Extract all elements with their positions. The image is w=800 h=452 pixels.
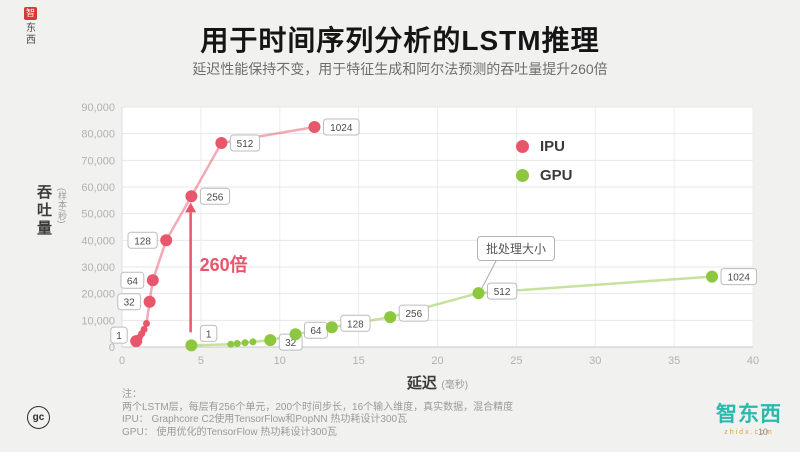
x-tick-label: 25 — [510, 355, 522, 367]
x-tick-label: 10 — [274, 355, 286, 367]
ipu-dot-icon — [516, 139, 529, 153]
point-ipu-256 — [185, 190, 198, 203]
point-label-ipu-128: 128 — [134, 236, 151, 247]
point-gpu — [227, 340, 235, 348]
point-gpu-1 — [185, 339, 198, 352]
y-tick-label: 70,000 — [81, 155, 115, 167]
point-label-ipu-256: 256 — [207, 192, 224, 203]
callout-leader-line — [481, 258, 498, 289]
point-gpu — [233, 340, 241, 347]
point-label-box-ipu-256 — [199, 187, 231, 205]
point-ipu-32 — [143, 295, 156, 308]
point-gpu-1024 — [706, 270, 718, 283]
y-tick-label: 30,000 — [81, 262, 115, 274]
x-axis-label: 延迟 — [406, 375, 437, 392]
point-label-ipu-1024: 1024 — [330, 123, 353, 134]
point-label-box-ipu-128 — [127, 231, 158, 249]
page-number: 10 — [757, 427, 768, 437]
legend-item-ipu: IPU — [516, 136, 573, 156]
point-ipu-512 — [215, 137, 228, 149]
zhidx-logo-subtext: zhidx.com — [724, 429, 774, 436]
point-label-gpu-32: 32 — [285, 338, 297, 349]
footnote-line: IPU： Graphcore C2使用TensorFlow和PopNN 热功耗设… — [122, 414, 408, 425]
point-gpu-256 — [384, 311, 397, 324]
footnote-line: GPU： 使用优化的TensorFlow 热功耗设计300瓦 — [122, 426, 338, 438]
footnote-heading: 注： — [122, 389, 142, 400]
point-label-box-ipu-1 — [110, 326, 128, 344]
point-label-gpu-1024: 1024 — [728, 273, 751, 284]
speedup-arrowhead — [185, 202, 197, 213]
top-left-watermark: 智 东 西 — [24, 7, 38, 47]
point-label-box-gpu-1024 — [720, 268, 758, 286]
point-label-box-gpu-1 — [199, 324, 218, 342]
x-tick-label: 0 — [119, 355, 125, 367]
x-tick-label: 35 — [668, 355, 680, 367]
gpu-dot-icon — [516, 168, 529, 182]
speedup-label: 260倍 — [200, 254, 248, 275]
x-tick-label: 20 — [431, 355, 443, 367]
point-label-gpu-512: 512 — [494, 287, 511, 298]
x-tick-label: 15 — [353, 355, 365, 367]
point-ipu-64 — [146, 274, 159, 287]
point-label-box-gpu-256 — [398, 304, 429, 322]
point-gpu — [249, 338, 257, 346]
zhidx-logo: 智东西 zhidx.com — [716, 398, 782, 436]
x-axis-title: 延迟 (毫秒) — [122, 372, 753, 393]
y-tick-label: 60,000 — [81, 182, 115, 194]
x-tick-label: 40 — [747, 355, 759, 367]
point-ipu — [140, 325, 148, 333]
point-label-ipu-1: 1 — [116, 331, 122, 342]
y-axis-unit: (样本/秒) — [57, 188, 67, 224]
y-tick-label: 90,000 — [81, 102, 115, 114]
y-tick-label: 50,000 — [81, 209, 115, 221]
point-label-ipu-64: 64 — [127, 276, 139, 287]
point-gpu-32 — [264, 334, 277, 347]
y-axis-label: 吞吐量 — [35, 184, 52, 238]
y-tick-label: 0 — [109, 342, 115, 354]
point-label-box-ipu-1024 — [323, 118, 360, 136]
point-label-box-ipu-64 — [120, 271, 145, 289]
point-gpu-128 — [325, 321, 338, 334]
x-tick-label: 5 — [198, 355, 204, 367]
watermark-char: 东 — [26, 23, 36, 34]
watermark-zhi-badge: 智 — [24, 7, 37, 20]
y-tick-label: 40,000 — [81, 235, 115, 247]
point-ipu-128 — [160, 234, 173, 247]
y-tick-label: 20,000 — [81, 289, 115, 301]
point-label-box-ipu-512 — [229, 134, 261, 152]
y-axis-title: 吞吐量 (样本/秒) — [33, 184, 69, 238]
point-label-gpu-64: 64 — [310, 326, 322, 337]
point-gpu-512 — [472, 287, 485, 300]
point-label-gpu-256: 256 — [405, 309, 422, 320]
point-label-ipu-32: 32 — [124, 298, 136, 309]
chart-legend: IPU GPU — [516, 136, 573, 194]
legend-label-ipu: IPU — [540, 137, 566, 155]
point-gpu-64 — [289, 328, 302, 341]
y-tick-label: 80,000 — [81, 129, 115, 141]
slide-subtitle: 延迟性能保持不变，用于特征生成和阿尔法预测的吞吐量提升260倍 — [192, 61, 608, 77]
point-label-box-gpu-128 — [340, 314, 371, 332]
x-axis-unit: (毫秒) — [441, 380, 469, 391]
x-tick-label: 30 — [589, 355, 601, 367]
zhidx-logo-text: 智东西 — [716, 403, 782, 426]
point-ipu-1024 — [308, 121, 321, 133]
y-tick-label: 10,000 — [81, 315, 115, 327]
legend-label-gpu: GPU — [540, 166, 573, 184]
point-ipu — [143, 320, 150, 327]
watermark-char: 西 — [26, 35, 36, 46]
point-label-box-gpu-512 — [487, 282, 518, 300]
point-gpu — [241, 339, 249, 347]
footnotes: 注： 两个LSTM层，每层有256个单元，200个时间步长，16个输入维度，真实… — [122, 389, 513, 439]
point-label-box-ipu-32 — [117, 293, 142, 311]
graphcore-logo: gc — [27, 406, 50, 429]
point-label-gpu-128: 128 — [347, 319, 364, 330]
point-label-gpu-1: 1 — [206, 329, 212, 340]
footnote-line: 两个LSTM层，每层有256个单元，200个时间步长，16个输入维度，真实数据，… — [122, 401, 514, 413]
legend-item-gpu: GPU — [516, 165, 573, 185]
slide-title: 用于时间序列分析的LSTM推理 — [200, 25, 600, 56]
point-label-ipu-512: 512 — [237, 139, 254, 150]
batch-size-callout: 批处理大小 — [477, 236, 556, 261]
